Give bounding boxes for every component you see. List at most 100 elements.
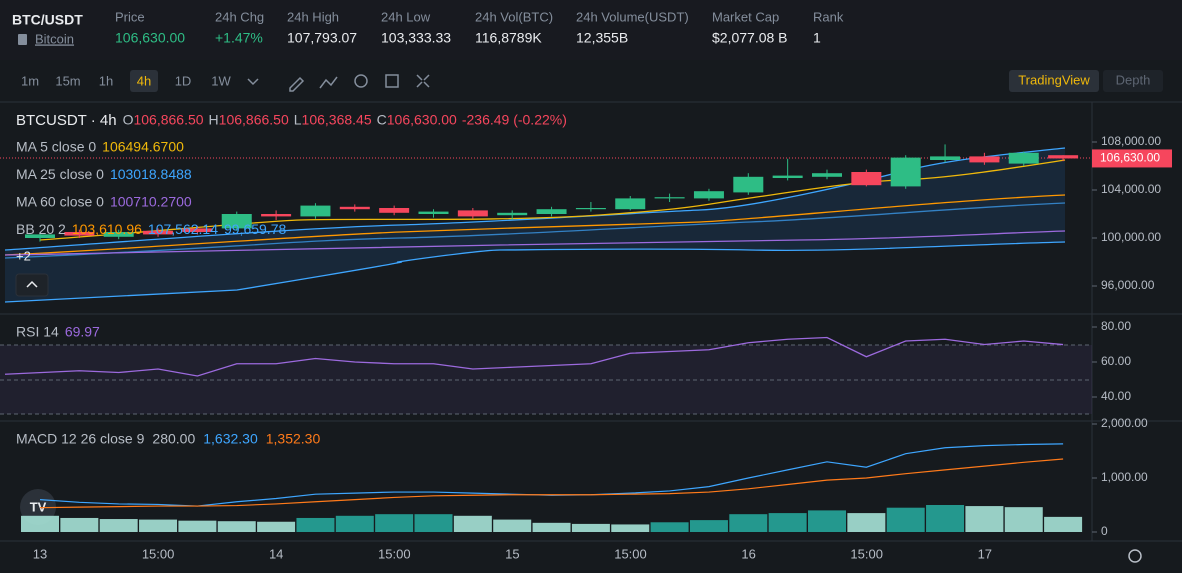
candle-body [300, 205, 331, 217]
macd-hist [99, 519, 138, 532]
stat-label: 24h Volume(USDT) [576, 9, 689, 24]
stat-value: +1.47% [215, 30, 263, 46]
candle-body [221, 214, 252, 229]
tv-logo-mark: TV [30, 499, 47, 514]
dropdown[interactable] [247, 78, 259, 86]
candle-body [103, 232, 134, 237]
indicator-name: MA 25 close 0 [16, 166, 104, 182]
x-tick-label: 16 [741, 546, 755, 561]
indicator-lines [4, 147, 1066, 303]
ohlc-value: 106,866.50 [133, 112, 203, 128]
interval[interactable]: 1m [21, 73, 39, 88]
collapse-button[interactable] [15, 273, 49, 297]
candle-body [339, 206, 370, 210]
x-tick-label: 15:00 [378, 546, 411, 561]
macd-hist [611, 524, 650, 532]
rsi-title: RSI 14 [16, 324, 59, 340]
candle-body [615, 198, 646, 210]
bollinger-fill [5, 148, 1065, 302]
x-tick-label: 15:00 [142, 546, 175, 561]
collapse-icon[interactable] [26, 280, 38, 288]
tool-icons[interactable] [247, 74, 430, 92]
stat-value: 12,355B [576, 30, 628, 46]
view-tab[interactable]: TradingView [1018, 72, 1090, 87]
rsi-line [4, 336, 1064, 377]
indicator-value: 103,610.96 [72, 221, 142, 237]
macd-hist [965, 506, 1004, 532]
candle-body [890, 157, 921, 187]
stat-label: 24h Vol(BTC) [475, 9, 553, 24]
macd-hist [178, 520, 217, 532]
indicator-name: MA 5 close 0 [16, 139, 96, 155]
macd-hist [926, 505, 965, 532]
candle-body [654, 197, 685, 199]
macd-hist [139, 519, 178, 532]
interval[interactable]: 15m [55, 73, 80, 88]
stat-value: 107,793.07 [287, 30, 357, 46]
candle-body [772, 175, 803, 178]
macd-hist [1004, 507, 1043, 532]
view-tab-bg[interactable] [1009, 70, 1099, 92]
candle-body [693, 191, 724, 199]
macd-value: 1,352.30 [266, 431, 321, 447]
indicator-value: 103018.8488 [110, 166, 192, 182]
candle-body [733, 176, 764, 193]
candle-body [930, 156, 961, 160]
candle-body [457, 210, 488, 217]
save-tool[interactable] [385, 74, 399, 88]
interval[interactable]: 1h [99, 73, 113, 88]
stat-label: Market Cap [712, 9, 779, 24]
ohlc-value: 106,630.00 [387, 112, 457, 128]
interval[interactable]: 1W [211, 73, 231, 88]
ohlc-label: L [294, 112, 302, 128]
x-tick-label: 15:00 [850, 546, 883, 561]
legend-symbol: BTCUSDT · 4h [16, 112, 117, 129]
stat-value: 116,8789K [475, 30, 542, 46]
settings-tool[interactable] [354, 74, 368, 88]
macd-hist [257, 521, 296, 532]
last-price-label: 106,630.00 [1100, 151, 1160, 165]
interval[interactable]: 1D [175, 73, 192, 88]
x-tick-label: 14 [269, 546, 283, 561]
rsi-tick-label: 80.00 [1101, 319, 1131, 333]
indicator-value: 100710.2700 [110, 194, 192, 210]
stat-label: Rank [813, 9, 844, 24]
candle-body [575, 208, 606, 210]
view-tab[interactable]: Depth [1116, 72, 1151, 87]
macd-title: MACD 12 26 close 9 [16, 431, 145, 447]
coin-name[interactable]: Bitcoin [35, 31, 74, 46]
macd-hist [729, 514, 768, 532]
y-tick-label: 104,000.00 [1101, 182, 1161, 196]
x-tick-label: 13 [33, 546, 47, 561]
macd-tick-label: 2,000.00 [1101, 416, 1148, 430]
macd-hist [217, 521, 256, 532]
collapsed-count: +2 [16, 248, 31, 263]
macd-hist [453, 515, 492, 532]
bb-lower [4, 241, 1066, 303]
macd-hist [1044, 516, 1083, 532]
interval[interactable]: 4h [137, 73, 151, 88]
fullscreen-tool[interactable] [416, 74, 430, 88]
rsi-tick-label: 60.00 [1101, 354, 1131, 368]
candle-body [969, 156, 1000, 163]
stat-label: Price [115, 9, 145, 24]
indicator-tool[interactable] [319, 76, 338, 89]
bb-middle [4, 194, 1066, 256]
last-price-tag [1092, 149, 1172, 168]
macd-hist [375, 514, 414, 532]
draw-tool[interactable] [289, 76, 305, 92]
stat-label: 24h Chg [215, 9, 264, 24]
view-tab-bg[interactable] [1103, 70, 1163, 92]
candle-body [812, 173, 842, 177]
macd-hist [886, 507, 925, 532]
macd-dea [39, 458, 1064, 509]
toolbar [0, 62, 1182, 102]
candle-body [182, 228, 213, 232]
macd-hist [493, 519, 532, 532]
macd-hist [650, 522, 689, 532]
legend-change: -236.49 (-0.22%) [462, 112, 567, 128]
macd-hist [768, 513, 807, 532]
y-tick-label: 96,000.00 [1101, 278, 1155, 292]
settings-gear[interactable] [1128, 549, 1142, 563]
candle-body [536, 209, 567, 214]
